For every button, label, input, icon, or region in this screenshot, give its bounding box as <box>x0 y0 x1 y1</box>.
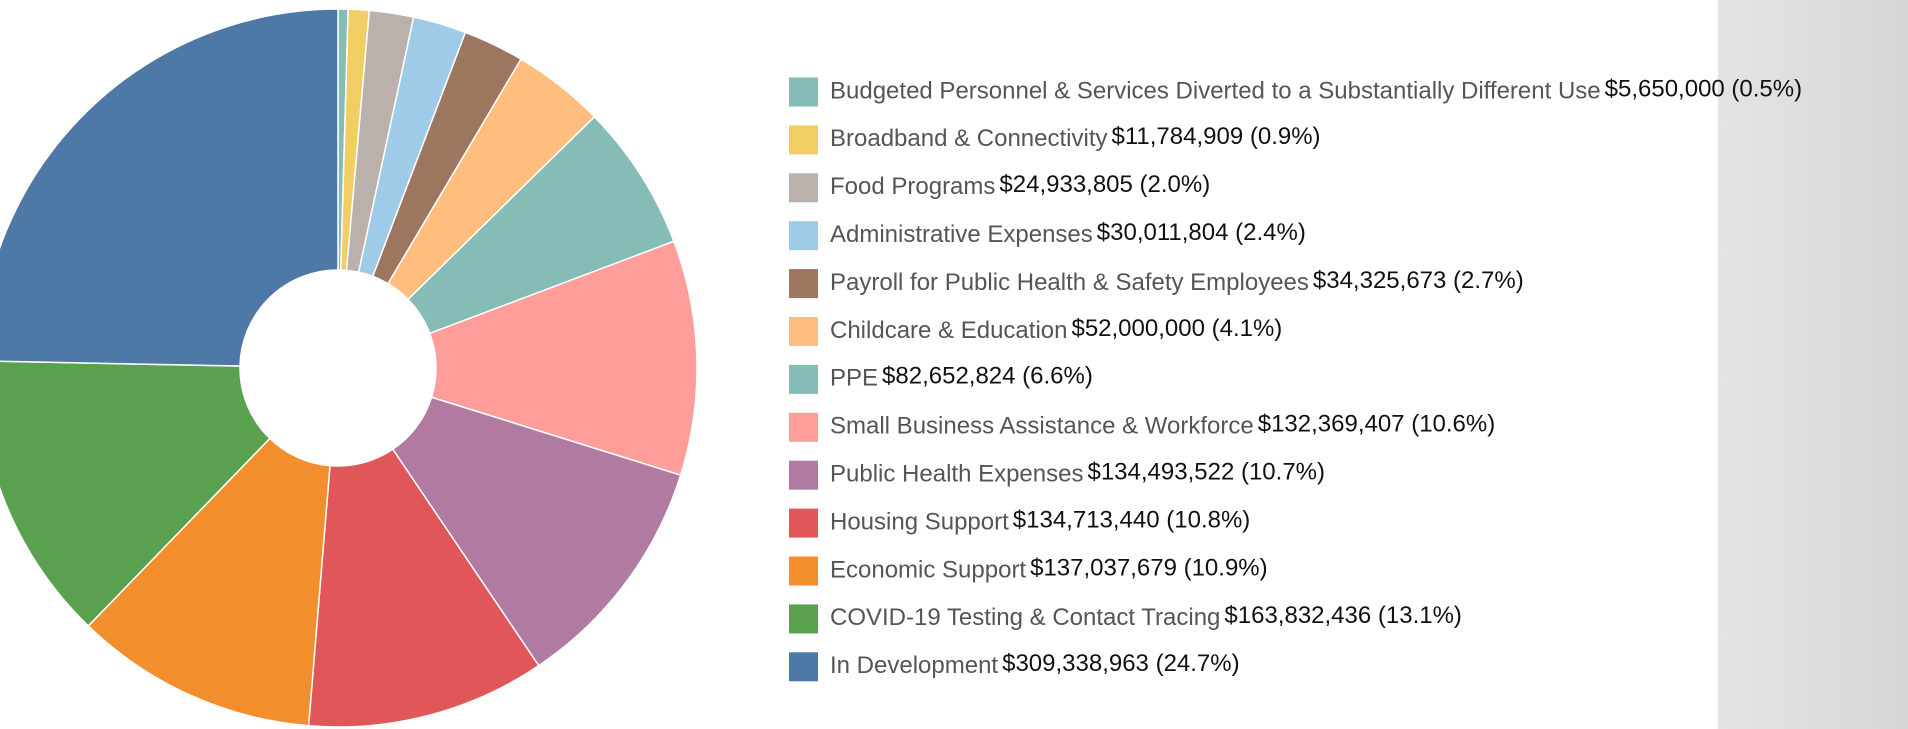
legend-swatch <box>789 556 818 586</box>
legend-swatch <box>789 77 818 107</box>
slice <box>87 437 331 727</box>
legend-swatch <box>789 604 818 634</box>
slice <box>307 448 540 728</box>
legend-label: In Development <box>830 652 998 679</box>
legend-label: Public Health Expenses <box>830 461 1083 488</box>
legend-label: Childcare & Education <box>830 317 1067 344</box>
legend-swatch <box>789 317 818 346</box>
legend-swatch <box>789 508 818 538</box>
legend-label: Economic Support <box>830 556 1026 583</box>
legend-value: $11,784,909 (0.9%) <box>1112 123 1321 150</box>
legend-value: $163,832,436 (13.1%) <box>1224 602 1462 629</box>
slice <box>406 115 675 335</box>
legend-value: $137,037,679 (10.9%) <box>1030 554 1268 581</box>
legend-swatch <box>789 412 818 442</box>
legend-swatch <box>789 652 818 682</box>
legend-value: $34,325,673 (2.7%) <box>1313 267 1524 294</box>
donut <box>0 8 698 728</box>
legend-value: $309,338,963 (24.7%) <box>1002 650 1240 677</box>
legend-swatch <box>789 364 818 394</box>
legend-value: $134,493,522 (10.7%) <box>1087 459 1325 486</box>
slice <box>0 360 271 628</box>
legend-label: Small Business Assistance & Workforce <box>830 413 1254 440</box>
side-panel <box>1718 0 1908 729</box>
legend-value: $134,713,440 (10.8%) <box>1013 506 1251 533</box>
legend-swatch <box>789 221 818 251</box>
legend-swatch <box>789 173 818 203</box>
legend-swatch <box>789 269 818 299</box>
legend-swatch <box>789 460 818 490</box>
legend-label: Food Programs <box>830 173 995 200</box>
legend-label: Administrative Expenses <box>830 221 1093 248</box>
legend: Budgeted Personnel & Services Diverted t… <box>789 75 1802 682</box>
legend-value: $30,011,804 (2.4%) <box>1097 219 1306 246</box>
legend-label: Housing Support <box>830 508 1009 535</box>
legend-label: Broadband & Connectivity <box>830 125 1108 152</box>
legend-swatch <box>789 125 818 155</box>
legend-value: $132,369,407 (10.6%) <box>1258 411 1496 438</box>
slice <box>428 240 698 477</box>
legend-value: $24,933,805 (2.0%) <box>999 171 1210 198</box>
legend-value: $82,652,824 (6.6%) <box>882 363 1093 390</box>
legend-value: $52,000,000 (4.1%) <box>1071 315 1282 342</box>
slice <box>391 396 682 667</box>
legend-label: PPE <box>830 365 878 392</box>
legend-label: Budgeted Personnel & Services Diverted t… <box>830 77 1601 104</box>
legend-label: COVID-19 Testing & Contact Tracing <box>830 604 1220 631</box>
slice <box>0 8 339 367</box>
legend-value: $5,650,000 (0.5%) <box>1605 75 1802 102</box>
legend-label: Payroll for Public Health & Safety Emplo… <box>830 269 1309 296</box>
